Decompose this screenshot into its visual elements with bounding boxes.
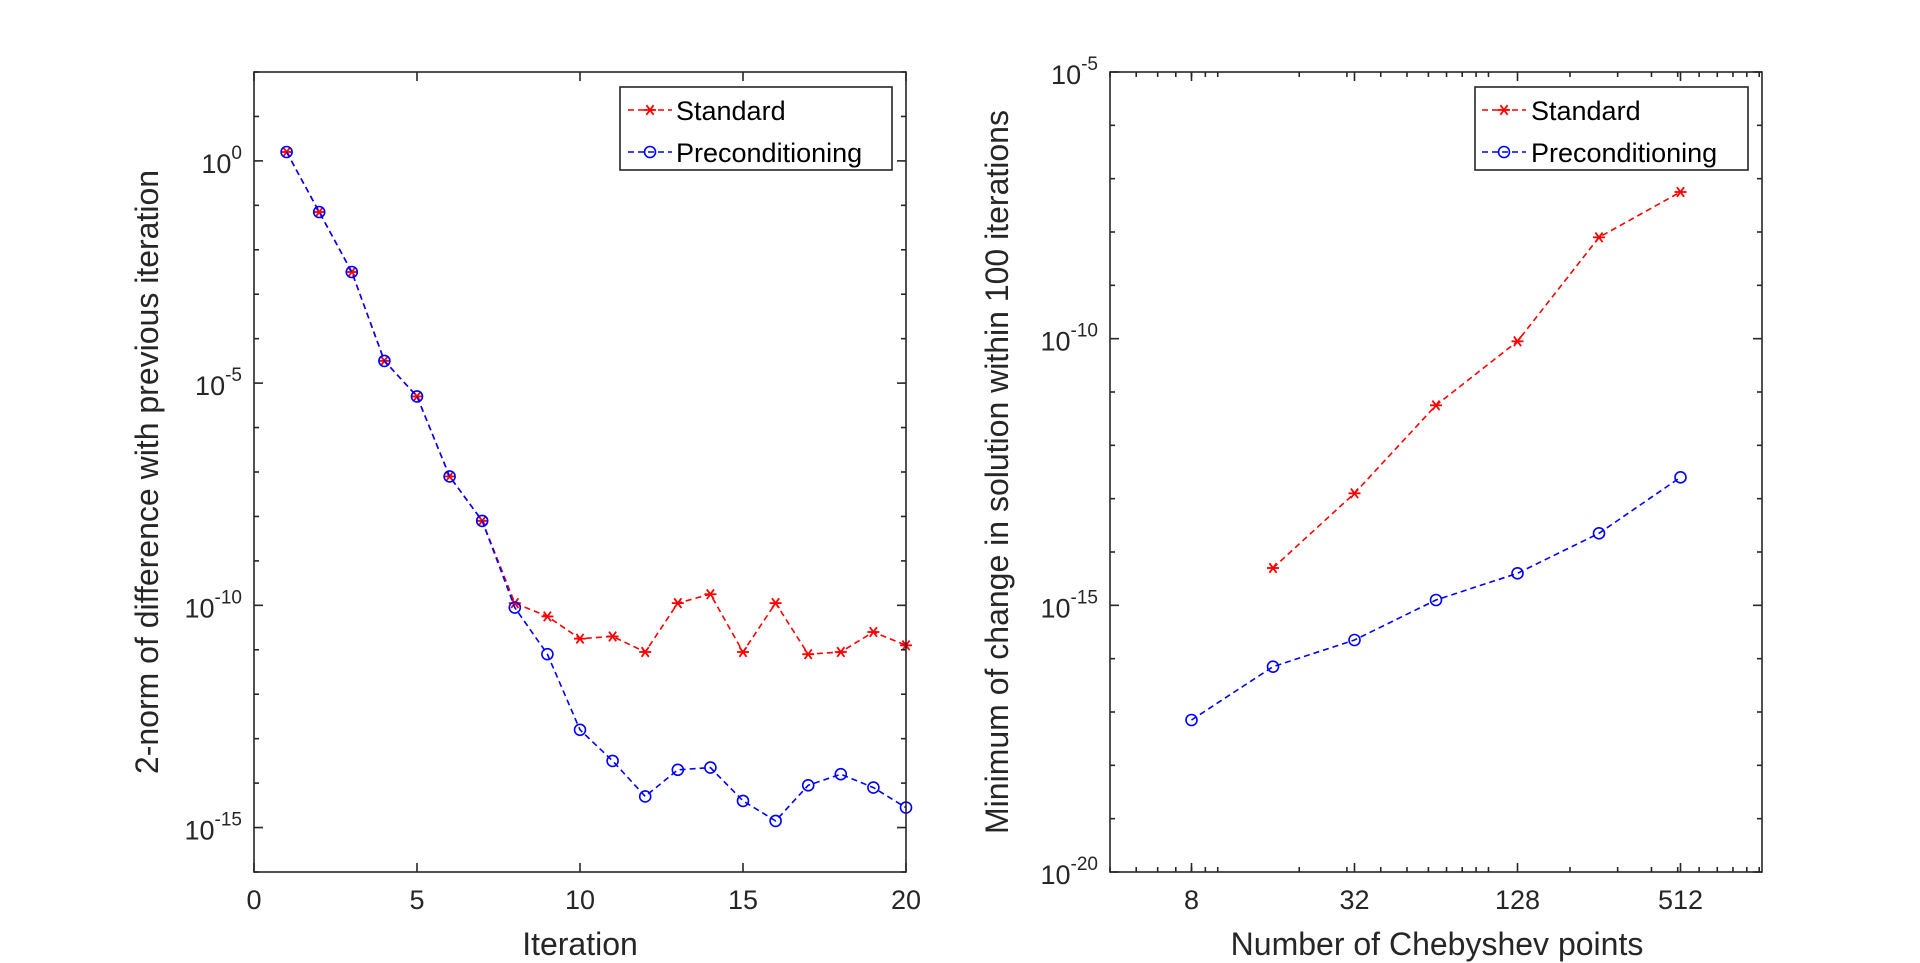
left-data-point-standard [671, 597, 684, 609]
left-data-point-preconditioning [638, 790, 652, 803]
left-data-point-preconditioning [280, 145, 293, 159]
right-data-point-preconditioning [1266, 660, 1280, 673]
left-x-axis-label: Iteration [522, 926, 638, 962]
left-y-axis-label: 2-norm of difference with previous itera… [129, 170, 165, 774]
left-data-point-standard [737, 646, 749, 658]
left-legend-preconditioning: Preconditioning [676, 138, 862, 168]
right-plot-frame [1109, 71, 1763, 873]
right-series-line-standard [1272, 191, 1681, 569]
right-data-point-standard [1348, 487, 1361, 499]
right-y-tick-label: 10-5 [1051, 54, 1098, 90]
right-data-point-preconditioning [1429, 593, 1443, 607]
right-data-point-preconditioning [1592, 527, 1606, 540]
right-data-point-standard [1430, 399, 1442, 411]
left-data-point-standard [606, 631, 619, 642]
left-x-tick-label: 15 [728, 885, 758, 915]
left-x-tick-label: 20 [891, 885, 921, 915]
right-data-point-standard [1511, 335, 1524, 347]
left-data-point-preconditioning [671, 763, 685, 777]
left-y-tick-label: 10-15 [184, 810, 242, 846]
left-y-tick-label: 10-5 [195, 365, 242, 401]
left-data-point-preconditioning [541, 647, 554, 661]
left-data-point-preconditioning [834, 767, 848, 781]
right-x-tick-label: 8 [1184, 885, 1199, 915]
right-x-tick-label: 128 [1495, 885, 1540, 915]
right-data-point-standard [1267, 562, 1279, 574]
left-data-point-standard [834, 646, 847, 658]
right-y-tick-label: 10-20 [1040, 854, 1098, 890]
right-y-tick-label: 10-15 [1040, 587, 1098, 623]
right-legend-preconditioning: Preconditioning [1531, 138, 1717, 168]
right-legend-standard: Standard [1531, 96, 1641, 126]
left-legend-marker-standard [644, 104, 656, 116]
left-data-point-preconditioning [378, 354, 391, 368]
right-data-point-standard [1593, 231, 1605, 243]
left-data-point-preconditioning [867, 781, 880, 794]
left-data-point-standard [769, 597, 782, 609]
left-data-point-standard [867, 626, 880, 638]
right-data-point-standard [1674, 186, 1687, 198]
left-data-point-preconditioning [736, 794, 750, 808]
left-y-tick-label: 100 [201, 143, 242, 179]
left-legend-standard: Standard [676, 96, 786, 126]
right-data-point-preconditioning [1185, 713, 1198, 727]
left-y-tick-label: 10-10 [184, 587, 242, 623]
right-x-tick-label: 512 [1658, 885, 1703, 915]
right-series-line-preconditioning [1191, 476, 1681, 721]
left-data-point-preconditioning [443, 470, 456, 483]
left-data-point-standard [639, 646, 652, 658]
left-x-tick-label: 0 [246, 885, 261, 915]
left-legend-marker-preconditioning [643, 145, 657, 159]
left-plot-frame [253, 71, 907, 873]
right-data-point-preconditioning [1511, 567, 1524, 580]
left-data-point-preconditioning [475, 514, 489, 528]
right-x-axis-label: Number of Chebyshev points [1231, 926, 1644, 962]
right-data-point-preconditioning [1674, 471, 1687, 484]
right-chart: 8 32 128 512 10-20 10-15 10-10 10-5 Number of C… [979, 54, 1763, 962]
left-data-point-preconditioning [704, 761, 717, 774]
left-x-tick-label: 5 [409, 885, 424, 915]
left-data-point-standard [574, 633, 586, 645]
left-data-point-standard [541, 611, 554, 622]
left-data-point-preconditioning [508, 601, 522, 614]
right-x-tick-label: 32 [1339, 885, 1369, 915]
left-series-line-standard [285, 151, 907, 656]
right-y-tick-label: 10-10 [1040, 321, 1098, 357]
left-series-line-preconditioning [285, 151, 907, 822]
left-legend: Standard Preconditioning [619, 86, 893, 171]
left-data-point-standard [802, 648, 815, 660]
left-data-point-preconditioning [573, 723, 587, 737]
right-y-axis-label: Minimum of change in solution within 100… [979, 110, 1015, 834]
left-data-point-preconditioning [769, 814, 782, 828]
left-data-point-standard [704, 588, 717, 600]
left-data-point-preconditioning [345, 265, 359, 279]
right-legend-marker-standard [1498, 104, 1510, 116]
left-data-point-preconditioning [410, 390, 424, 403]
right-legend: Standard Preconditioning [1474, 86, 1749, 171]
left-data-point-preconditioning [801, 779, 815, 792]
left-x-tick-label: 10 [565, 885, 595, 915]
right-data-point-preconditioning [1348, 633, 1361, 647]
left-data-point-preconditioning [606, 754, 619, 768]
right-legend-marker-preconditioning [1497, 145, 1511, 159]
left-chart: 0 5 10 15 20 10-15 10-10 10-5 100 Iteration 2-no… [129, 71, 921, 962]
left-data-point-preconditioning [312, 205, 326, 219]
